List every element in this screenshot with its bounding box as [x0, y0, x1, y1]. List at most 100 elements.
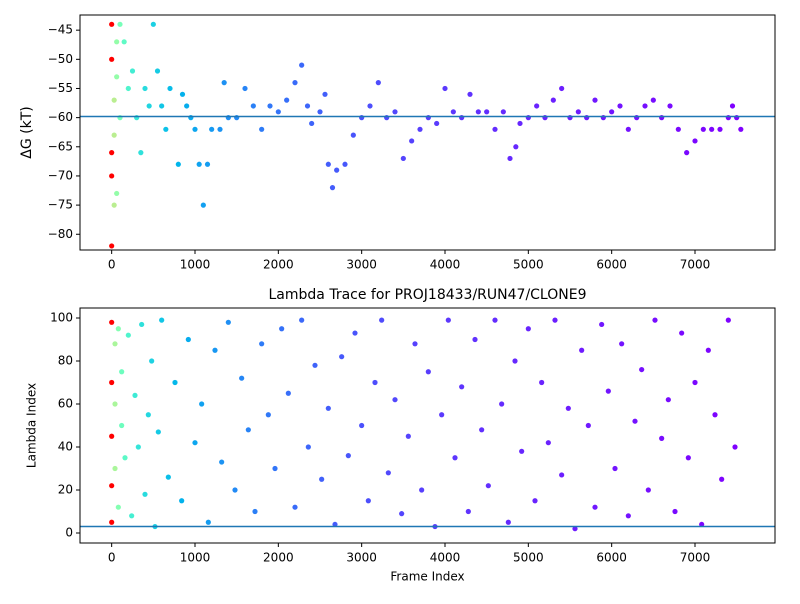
- data-point: [525, 326, 531, 332]
- data-point: [146, 103, 152, 109]
- data-point: [650, 97, 656, 103]
- data-point: [672, 508, 678, 515]
- data-point: [465, 508, 471, 515]
- data-point: [385, 470, 391, 476]
- data-point: [492, 317, 498, 323]
- data-point: [592, 504, 598, 510]
- y-tick-label: −60: [48, 110, 73, 124]
- data-point: [652, 317, 658, 323]
- data-point: [452, 455, 458, 461]
- data-point: [505, 519, 511, 525]
- y-tick-label: 80: [58, 353, 73, 367]
- data-point: [484, 109, 490, 115]
- data-point: [605, 388, 611, 394]
- y-axis-label: ΔG (kT): [19, 106, 35, 158]
- data-point: [109, 379, 115, 386]
- x-tick-label: 3000: [346, 551, 377, 565]
- x-tick-label: 4000: [430, 551, 461, 565]
- data-point: [150, 21, 156, 27]
- data-point: [179, 91, 186, 97]
- data-point: [532, 498, 538, 504]
- data-point: [114, 39, 120, 45]
- data-point: [729, 103, 736, 109]
- x-tick-label: 0: [108, 551, 116, 565]
- data-point: [659, 435, 665, 442]
- data-point: [472, 336, 478, 343]
- data-point: [684, 150, 690, 156]
- data-point: [392, 109, 398, 115]
- data-point: [184, 103, 190, 109]
- data-point: [717, 126, 723, 132]
- data-point: [405, 433, 411, 439]
- data-point: [252, 508, 258, 515]
- data-point: [139, 321, 145, 328]
- data-point: [442, 85, 448, 92]
- data-point: [445, 317, 451, 323]
- data-point: [419, 487, 425, 493]
- data-point: [109, 56, 115, 62]
- data-point: [129, 68, 136, 74]
- data-point: [117, 21, 123, 27]
- data-point: [167, 85, 173, 92]
- data-point: [692, 138, 698, 144]
- data-point: [499, 401, 505, 407]
- y-tick-label: 100: [50, 310, 73, 324]
- data-point: [119, 369, 125, 375]
- data-point: [732, 444, 738, 450]
- data-point: [375, 80, 381, 86]
- data-point: [513, 144, 519, 150]
- data-point: [109, 483, 115, 489]
- x-tick-label: 6000: [596, 551, 627, 565]
- axes-frame: [79, 14, 776, 251]
- data-point: [345, 453, 351, 459]
- data-point: [500, 109, 506, 115]
- x-tick-label: 7000: [680, 258, 711, 272]
- data-point: [459, 384, 465, 390]
- data-point: [299, 317, 305, 323]
- data-point: [709, 126, 715, 132]
- data-point: [196, 161, 202, 167]
- y-tick-label: −70: [48, 168, 73, 182]
- y-axis-label: Lambda Index: [25, 383, 39, 468]
- y-tick-label: −80: [48, 227, 73, 241]
- data-point: [192, 126, 198, 132]
- y-tick-label: 60: [58, 396, 73, 410]
- data-point: [334, 167, 340, 173]
- data-point: [467, 91, 473, 97]
- data-point: [665, 397, 671, 403]
- data-point: [115, 504, 121, 510]
- data-point: [109, 319, 115, 325]
- x-tick-label: 2000: [263, 551, 294, 565]
- data-point: [109, 21, 115, 27]
- data-point: [700, 126, 706, 132]
- data-point: [259, 341, 265, 347]
- data-point: [305, 444, 311, 450]
- data-point: [575, 109, 581, 115]
- data-point: [304, 103, 311, 109]
- data-point: [114, 190, 120, 197]
- data-point: [250, 103, 256, 109]
- data-point: [165, 474, 171, 480]
- data-point: [625, 126, 631, 132]
- y-tick-label: 0: [65, 526, 73, 540]
- data-point: [135, 444, 141, 450]
- data-point: [125, 332, 131, 338]
- data-point: [400, 155, 406, 162]
- data-point: [155, 429, 161, 435]
- data-point: [559, 85, 565, 92]
- data-point: [205, 519, 211, 525]
- data-point: [609, 109, 615, 115]
- data-point: [434, 120, 440, 127]
- data-point: [149, 358, 155, 364]
- data-point: [699, 521, 705, 528]
- x-tick-label: 6000: [596, 258, 627, 272]
- data-point: [342, 161, 348, 167]
- data-point: [585, 422, 591, 429]
- data-point: [199, 401, 205, 407]
- data-point: [121, 39, 127, 45]
- data-point: [145, 412, 151, 418]
- chart-title: Lambda Trace for PROJ18433/RUN47/CLONE9: [269, 287, 587, 303]
- data-point: [479, 427, 485, 433]
- data-point: [352, 330, 358, 336]
